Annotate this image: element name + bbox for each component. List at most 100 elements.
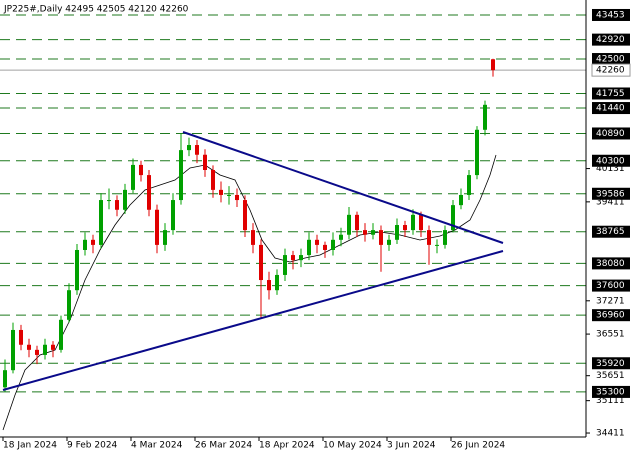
candle-body [211, 170, 215, 190]
candle-body [475, 129, 479, 176]
candle-body [107, 200, 111, 202]
trendline [2, 250, 504, 391]
y-tick-label: 37271 [596, 296, 625, 306]
candle-body [155, 209, 159, 245]
candle-body [27, 344, 31, 350]
chart-title: JP225#,Daily 42495 42505 42120 42260 [3, 5, 189, 15]
candle-body [171, 200, 175, 231]
level-label: 35920 [596, 359, 625, 369]
candle-body [163, 230, 167, 245]
level-label: 43453 [596, 10, 625, 20]
candle-body [323, 244, 327, 250]
y-tick-label: 36551 [596, 330, 625, 340]
candle-body [387, 239, 391, 245]
level-label: 40300 [596, 156, 625, 166]
level-label-box [592, 154, 630, 167]
x-tick-label: 26 Jun 2024 [451, 441, 505, 451]
candle-body [459, 194, 463, 206]
candle-body [283, 255, 287, 275]
level-label-box [592, 257, 630, 270]
candle-body [379, 230, 383, 245]
level-label: 37600 [596, 281, 625, 291]
candle-body [275, 274, 279, 291]
level-label: 35300 [596, 387, 625, 397]
level-label-box [592, 87, 630, 100]
y-tick-label: 35111 [596, 396, 625, 406]
candle-body [115, 200, 119, 210]
candle-body [251, 230, 255, 245]
candle-body [403, 225, 407, 231]
candle-body [35, 349, 39, 355]
level-label: 41440 [596, 104, 625, 114]
candle-body [99, 200, 103, 245]
x-tick-label: 9 Feb 2024 [67, 441, 118, 451]
level-label: 40890 [596, 129, 625, 139]
candle-body [443, 230, 447, 245]
candle-body [227, 194, 231, 196]
trendline [182, 131, 504, 244]
candle-body [339, 234, 343, 240]
last-price-box [591, 63, 631, 77]
level-label-box [592, 53, 630, 66]
level-label: 41755 [596, 89, 625, 99]
candle-body [11, 329, 15, 371]
candle-body [315, 239, 319, 245]
candle-body [467, 175, 471, 195]
x-tick-label: 10 May 2024 [323, 441, 382, 451]
candle-body [355, 214, 359, 231]
candle-body [67, 290, 71, 320]
candle-body [363, 230, 367, 235]
candle-body [219, 189, 223, 195]
candle-body [3, 370, 7, 388]
level-label-box [592, 102, 630, 115]
x-tick-label: 26 Mar 2024 [195, 441, 252, 451]
candle-body [419, 214, 423, 231]
level-label-box [592, 225, 630, 238]
candle-body [243, 200, 247, 231]
level-label-box [592, 127, 630, 140]
candle-body [395, 225, 399, 240]
candle-body [259, 244, 263, 281]
candle-body [59, 319, 63, 350]
candle-body [83, 239, 87, 250]
candle-body [187, 145, 191, 151]
level-label: 39586 [596, 189, 625, 199]
y-tick-label: 34411 [596, 429, 625, 439]
level-label: 42500 [596, 55, 625, 65]
candle-body [75, 249, 79, 291]
candle-body [123, 189, 127, 210]
candle-body [179, 150, 183, 201]
candle-body [451, 205, 455, 231]
level-label-box [592, 309, 630, 322]
candle-body [411, 214, 415, 231]
x-tick-label: 18 Jan 2024 [3, 441, 57, 451]
candle-body [147, 175, 151, 210]
candle-body [19, 329, 23, 345]
candle-body [235, 194, 239, 201]
level-label: 38765 [596, 227, 625, 237]
candle-body [347, 214, 351, 235]
level-label-box [592, 8, 630, 21]
x-tick-label: 3 Jun 2024 [387, 441, 436, 451]
candle-body [195, 145, 199, 155]
level-label-box [592, 357, 630, 370]
level-label-box [592, 385, 630, 398]
candle-body [51, 344, 55, 350]
candle-body [91, 239, 95, 245]
x-tick-label: 18 Apr 2024 [259, 441, 315, 451]
candle-body [307, 239, 311, 256]
candle-body [203, 154, 207, 171]
y-tick-label: 39411 [596, 197, 625, 207]
candle-body [371, 230, 375, 235]
candle-body [139, 164, 143, 176]
y-tick-label: 40131 [596, 164, 625, 174]
last-price-label: 42260 [596, 66, 625, 76]
candle-body [427, 230, 431, 245]
candle-body [43, 344, 47, 355]
level-label-box [592, 187, 630, 200]
level-label: 36960 [596, 311, 625, 321]
candle-body [131, 164, 135, 190]
level-label-box [592, 279, 630, 292]
